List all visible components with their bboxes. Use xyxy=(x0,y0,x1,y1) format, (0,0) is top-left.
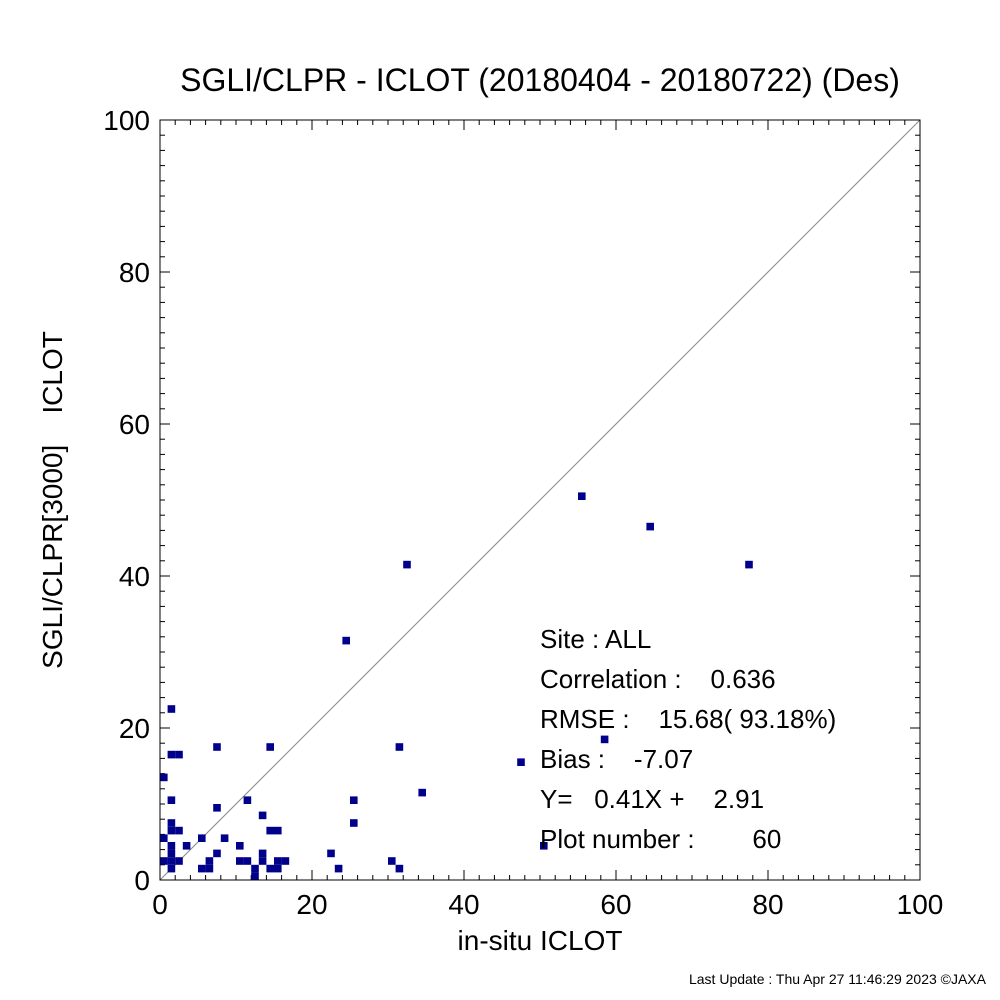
x-tick-label: 100 xyxy=(897,889,944,920)
reference-line-group xyxy=(159,119,921,881)
tick-labels: 0 20 40 60 80 100 0 20 40 60 80 100 xyxy=(103,105,943,920)
data-point xyxy=(266,826,274,835)
stat-plot-number: Plot number : 60 xyxy=(540,824,781,854)
data-point xyxy=(167,796,176,804)
data-point xyxy=(251,864,259,873)
y-axis-label: SGLI/CLPR[3000] ICLOT xyxy=(37,331,68,669)
data-point xyxy=(213,743,221,751)
footer-last-update: Last Update : Thu Apr 27 11:46:29 2023 ©… xyxy=(689,971,987,987)
y-tick-label: 20 xyxy=(119,713,150,744)
data-point xyxy=(334,864,343,873)
data-point xyxy=(167,842,176,850)
x-tick-label: 40 xyxy=(448,889,479,920)
data-point xyxy=(418,788,426,797)
data-point xyxy=(258,849,267,858)
data-point xyxy=(274,864,282,873)
data-point xyxy=(182,842,191,850)
one-to-one-line xyxy=(159,119,921,881)
x-tick-label: 60 xyxy=(600,889,631,920)
data-point xyxy=(236,842,244,850)
data-point xyxy=(578,492,586,500)
data-point xyxy=(160,857,168,865)
x-axis-label: in-situ ICLOT xyxy=(458,925,623,956)
data-point xyxy=(198,834,206,842)
data-point xyxy=(213,849,221,858)
y-tick-label: 60 xyxy=(119,409,150,440)
stat-correlation: Correlation : 0.636 xyxy=(540,664,776,694)
stat-rmse: RMSE : 15.68( 93.18%) xyxy=(540,704,836,734)
data-point xyxy=(167,705,176,713)
stat-bias: Bias : -7.07 xyxy=(540,744,693,774)
data-point xyxy=(167,864,176,873)
data-point xyxy=(350,796,358,804)
y-tick-label: 40 xyxy=(119,561,150,592)
y-tick-label: 100 xyxy=(103,105,150,136)
data-point xyxy=(205,857,214,865)
plot-frame xyxy=(159,119,921,881)
data-point xyxy=(388,857,396,865)
stats-box: Site : ALL Correlation : 0.636 RMSE : 15… xyxy=(540,624,836,854)
data-point xyxy=(167,849,176,858)
data-point xyxy=(243,857,252,865)
data-point xyxy=(167,826,176,835)
data-point xyxy=(281,857,290,865)
data-point xyxy=(266,743,274,751)
data-point xyxy=(517,758,525,766)
stat-site: Site : ALL xyxy=(540,624,651,654)
data-point xyxy=(220,834,229,842)
data-point xyxy=(327,849,335,858)
data-point xyxy=(251,872,259,880)
chart-title: SGLI/CLPR - ICLOT (20180404 - 20180722) … xyxy=(180,62,900,98)
data-point xyxy=(258,857,267,865)
data-point xyxy=(395,864,404,873)
data-point xyxy=(167,857,176,865)
data-point xyxy=(403,560,411,569)
y-tick-label: 80 xyxy=(119,257,150,288)
data-point xyxy=(274,857,282,865)
data-points xyxy=(160,492,753,880)
data-point xyxy=(540,842,548,850)
data-point xyxy=(175,857,183,865)
data-point xyxy=(258,811,267,820)
data-point xyxy=(342,636,350,645)
data-point xyxy=(213,804,221,812)
x-tick-label: 0 xyxy=(152,889,168,920)
data-point xyxy=(600,735,609,744)
data-point xyxy=(350,819,358,827)
x-tick-label: 80 xyxy=(752,889,783,920)
data-point xyxy=(646,522,654,531)
data-point xyxy=(205,864,214,873)
data-point xyxy=(266,864,274,873)
data-point xyxy=(167,819,176,827)
data-point xyxy=(745,560,753,569)
data-point xyxy=(175,750,183,759)
data-point xyxy=(274,826,282,835)
data-point xyxy=(175,826,183,835)
data-point xyxy=(198,864,206,873)
stat-fit: Y= 0.41X + 2.91 xyxy=(540,784,764,814)
data-point xyxy=(395,743,404,751)
data-point xyxy=(160,773,168,782)
data-point xyxy=(236,857,244,865)
data-point xyxy=(167,750,176,759)
data-point xyxy=(243,796,252,804)
x-tick-label: 20 xyxy=(296,889,327,920)
y-tick-label: 0 xyxy=(134,865,150,896)
data-point xyxy=(160,834,168,842)
